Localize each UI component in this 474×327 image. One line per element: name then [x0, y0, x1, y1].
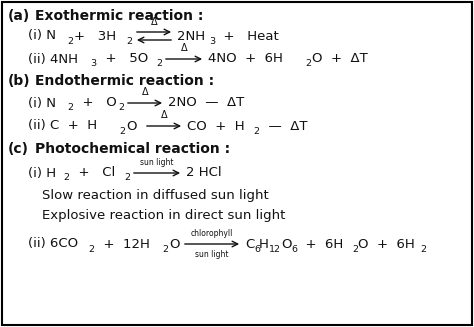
Text: (c): (c) [8, 142, 29, 156]
Text: sun light: sun light [195, 250, 229, 259]
Text: sun light: sun light [140, 158, 174, 167]
Text: 2: 2 [67, 37, 73, 45]
Text: (b): (b) [8, 74, 31, 88]
Text: (a): (a) [8, 9, 30, 23]
Text: (ii) 6CO: (ii) 6CO [28, 237, 78, 250]
Text: O: O [169, 237, 180, 250]
Text: +   O: + O [74, 96, 117, 110]
Text: 2: 2 [88, 245, 94, 253]
Text: 4NO  +  6H: 4NO + 6H [208, 53, 283, 65]
Text: (i) N: (i) N [28, 96, 56, 110]
Text: 12: 12 [269, 245, 281, 253]
Text: (i) H: (i) H [28, 166, 56, 180]
Text: 2: 2 [119, 127, 125, 135]
Text: 2: 2 [124, 174, 130, 182]
Text: 2NO  —  ΔT: 2NO — ΔT [168, 96, 244, 110]
Text: 3: 3 [90, 60, 96, 68]
Text: 2: 2 [126, 37, 132, 45]
Text: 2: 2 [156, 60, 162, 68]
Text: CO  +  H: CO + H [187, 119, 245, 132]
Text: Δ: Δ [181, 43, 187, 53]
Text: (i) N: (i) N [28, 29, 56, 43]
Text: Δ: Δ [151, 17, 157, 27]
Text: 2: 2 [162, 245, 168, 253]
Text: Slow reaction in diffused sun light: Slow reaction in diffused sun light [42, 188, 269, 201]
Text: 2: 2 [63, 174, 69, 182]
Text: O: O [126, 119, 137, 132]
Text: 2: 2 [420, 245, 426, 253]
Text: 2NH: 2NH [177, 29, 205, 43]
Text: chlorophyll: chlorophyll [191, 229, 233, 238]
Text: 2 HCl: 2 HCl [186, 166, 222, 180]
Text: 2: 2 [352, 245, 358, 253]
Text: +   Cl: + Cl [70, 166, 115, 180]
Text: 2: 2 [67, 104, 73, 112]
Text: 6: 6 [291, 245, 297, 253]
Text: Explosive reaction in direct sun light: Explosive reaction in direct sun light [42, 210, 285, 222]
Text: +  6H: + 6H [297, 237, 343, 250]
Text: 2: 2 [305, 60, 311, 68]
Text: +   Heat: + Heat [215, 29, 279, 43]
Text: Exothermic reaction :: Exothermic reaction : [35, 9, 203, 23]
Text: (ii) 4NH: (ii) 4NH [28, 53, 78, 65]
Text: Endothermic reaction :: Endothermic reaction : [35, 74, 214, 88]
Text: +   5O: + 5O [97, 53, 148, 65]
Text: +  12H: + 12H [95, 237, 150, 250]
Text: (ii) C  +  H: (ii) C + H [28, 119, 97, 132]
Text: 3: 3 [209, 37, 215, 45]
Text: H: H [259, 237, 269, 250]
Text: O  +  6H: O + 6H [358, 237, 415, 250]
Text: +   3H: + 3H [74, 29, 116, 43]
Text: O: O [281, 237, 292, 250]
Text: C: C [245, 237, 254, 250]
Text: 6: 6 [254, 245, 260, 253]
Text: Δ: Δ [161, 110, 167, 120]
Text: —  ΔT: — ΔT [260, 119, 308, 132]
Text: O  +  ΔT: O + ΔT [312, 53, 368, 65]
Text: 2: 2 [118, 104, 124, 112]
Text: Photochemical reaction :: Photochemical reaction : [35, 142, 230, 156]
Text: Δ: Δ [142, 87, 148, 97]
Text: 2: 2 [253, 127, 259, 135]
